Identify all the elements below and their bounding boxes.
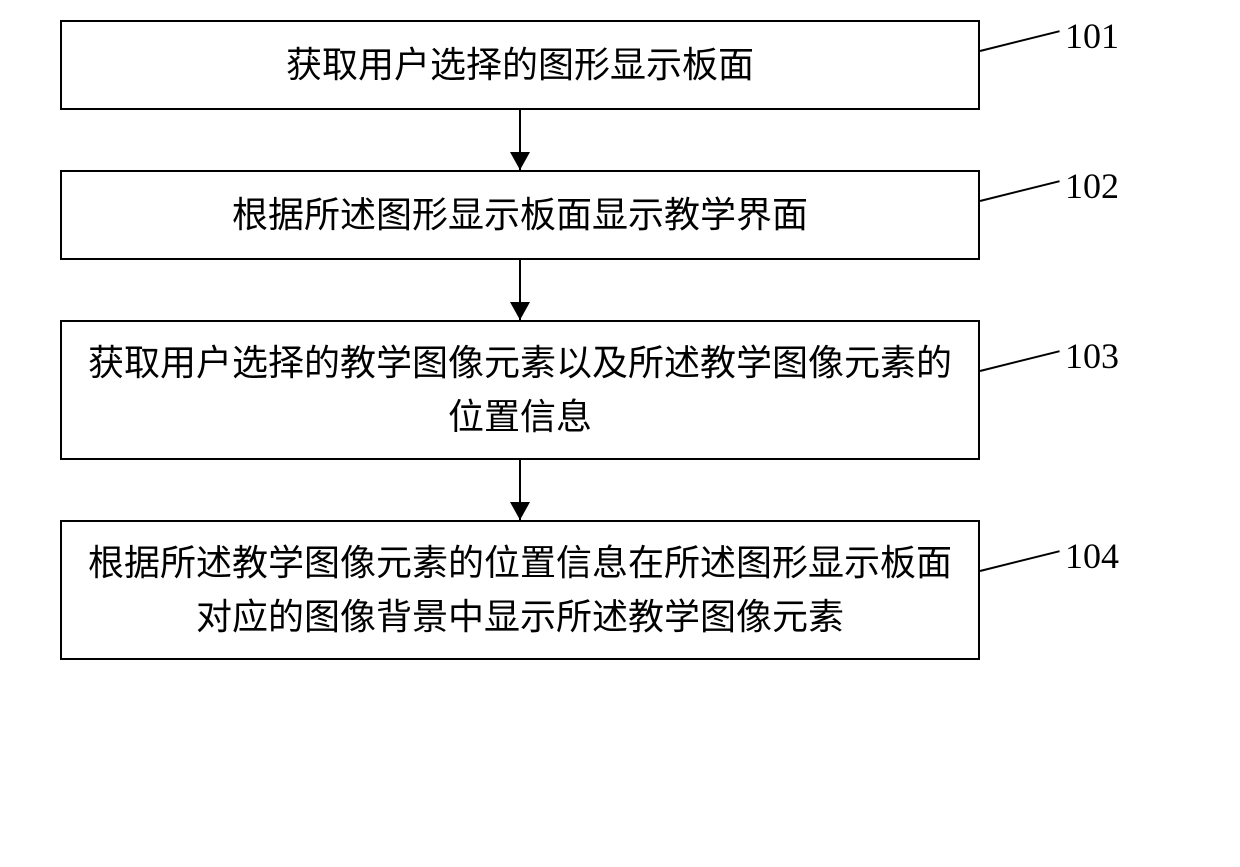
arrow-head-icon — [510, 152, 530, 170]
step-104-row: 根据所述教学图像元素的位置信息在所述图形显示板面对应的图像背景中显示所述教学图像… — [60, 520, 1180, 660]
step-102-label: 102 — [1065, 165, 1119, 207]
step-101-box: 获取用户选择的图形显示板面 — [60, 20, 980, 110]
step-103-box: 获取用户选择的教学图像元素以及所述教学图像元素的位置信息 — [60, 320, 980, 460]
step-104-text: 根据所述教学图像元素的位置信息在所述图形显示板面对应的图像背景中显示所述教学图像… — [86, 536, 954, 644]
step-102-label-text: 102 — [1065, 166, 1119, 206]
step-104-box: 根据所述教学图像元素的位置信息在所述图形显示板面对应的图像背景中显示所述教学图像… — [60, 520, 980, 660]
step-101-leader — [980, 30, 1060, 52]
step-101-row: 获取用户选择的图形显示板面 101 — [60, 20, 1180, 110]
step-104-label-text: 104 — [1065, 536, 1119, 576]
arrow-1-2 — [60, 110, 980, 170]
step-104-label: 104 — [1065, 535, 1119, 577]
step-103-leader — [980, 350, 1060, 372]
step-102-text: 根据所述图形显示板面显示教学界面 — [232, 188, 808, 242]
arrow-3-4 — [60, 460, 980, 520]
arrow-head-icon — [510, 302, 530, 320]
step-101-label: 101 — [1065, 15, 1119, 57]
arrow-2-3 — [60, 260, 980, 320]
step-103-row: 获取用户选择的教学图像元素以及所述教学图像元素的位置信息 103 — [60, 320, 1180, 460]
step-101-text: 获取用户选择的图形显示板面 — [286, 38, 754, 92]
step-102-row: 根据所述图形显示板面显示教学界面 102 — [60, 170, 1180, 260]
step-102-box: 根据所述图形显示板面显示教学界面 — [60, 170, 980, 260]
flowchart-container: 获取用户选择的图形显示板面 101 根据所述图形显示板面显示教学界面 102 获… — [60, 20, 1180, 660]
step-103-text: 获取用户选择的教学图像元素以及所述教学图像元素的位置信息 — [86, 336, 954, 444]
step-103-label-text: 103 — [1065, 336, 1119, 376]
step-103-label: 103 — [1065, 335, 1119, 377]
step-102-leader — [980, 180, 1060, 202]
arrow-head-icon — [510, 502, 530, 520]
step-101-label-text: 101 — [1065, 16, 1119, 56]
step-104-leader — [980, 550, 1060, 572]
